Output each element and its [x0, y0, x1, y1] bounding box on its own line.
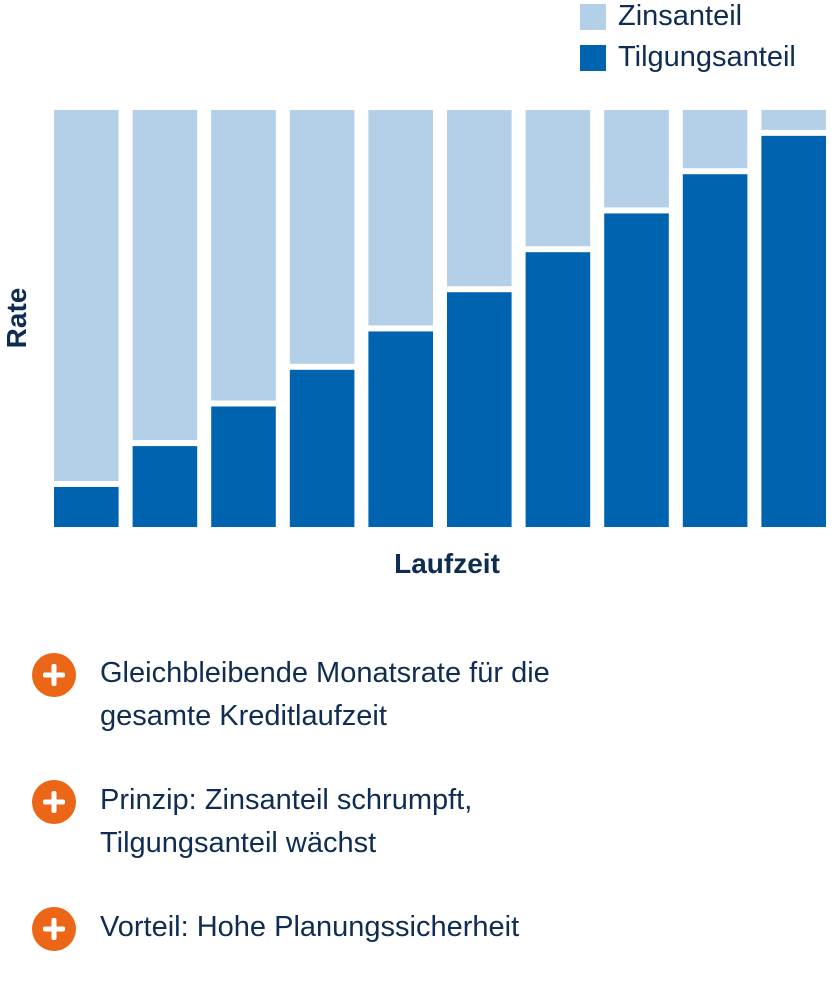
- benefit-item: Prinzip: Zinsanteil schrumpft, Tilgungsa…: [32, 779, 812, 865]
- bar-tilgungsanteil-10: [761, 135, 826, 527]
- x-axis-label: Laufzeit: [394, 548, 500, 579]
- plus-icon: [32, 653, 76, 697]
- legend-swatch-zinsanteil: [580, 3, 606, 30]
- plus-icon: [32, 780, 76, 824]
- plus-icon: [32, 907, 76, 951]
- y-axis-label: Rate: [1, 287, 32, 349]
- benefit-line: Gleichbleibende Monatsrate für die: [100, 657, 550, 689]
- bar-zinsanteil-9: [682, 110, 748, 169]
- benefit-text: Prinzip: Zinsanteil schrumpft, Tilgungsa…: [100, 779, 780, 865]
- legend-label-tilgungsanteil: Tilgungsanteil: [618, 41, 796, 73]
- benefit-line: Prinzip: Zinsanteil schrumpft,: [100, 784, 473, 816]
- bar-tilgungsanteil-6: [447, 292, 512, 527]
- benefit-line: Tilgungsanteil wächst: [100, 827, 377, 859]
- bar-tilgungsanteil-1: [54, 486, 119, 527]
- bar-tilgungsanteil-2: [132, 446, 198, 527]
- legend-swatch-tilgungsanteil: [580, 44, 606, 71]
- bar-tilgungsanteil-4: [289, 369, 355, 527]
- bar-zinsanteil-6: [447, 110, 512, 287]
- bar-tilgungsanteil-7: [525, 252, 591, 527]
- bar-zinsanteil-7: [525, 110, 591, 247]
- benefit-item: Gleichbleibende Monatsrate für die gesam…: [32, 652, 812, 738]
- bar-zinsanteil-8: [604, 110, 669, 208]
- benefit-text: Gleichbleibende Monatsrate für die gesam…: [100, 652, 780, 738]
- benefit-item: Vorteil: Hohe Planungssicherheit: [32, 906, 812, 951]
- legend-label-zinsanteil: Zinsanteil: [618, 0, 743, 32]
- stacked-bar-chart: [54, 110, 826, 527]
- bar-zinsanteil-5: [368, 110, 433, 326]
- benefit-line: gesamte Kreditlaufzeit: [100, 700, 387, 732]
- bar-zinsanteil-10: [761, 110, 826, 130]
- bar-tilgungsanteil-3: [211, 406, 276, 527]
- bar-tilgungsanteil-8: [604, 213, 669, 527]
- benefit-line: Vorteil: Hohe Planungssicherheit: [100, 911, 520, 943]
- bar-zinsanteil-2: [132, 110, 198, 441]
- bar-zinsanteil-1: [54, 110, 119, 481]
- legend-item-tilgungsanteil: Tilgungsanteil: [580, 43, 796, 72]
- bar-tilgungsanteil-5: [368, 331, 433, 527]
- bar-zinsanteil-3: [211, 110, 276, 401]
- legend-item-zinsanteil: Zinsanteil: [580, 2, 742, 31]
- bar-zinsanteil-4: [289, 110, 355, 364]
- benefit-text: Vorteil: Hohe Planungssicherheit: [100, 906, 780, 949]
- bar-tilgungsanteil-9: [682, 174, 748, 527]
